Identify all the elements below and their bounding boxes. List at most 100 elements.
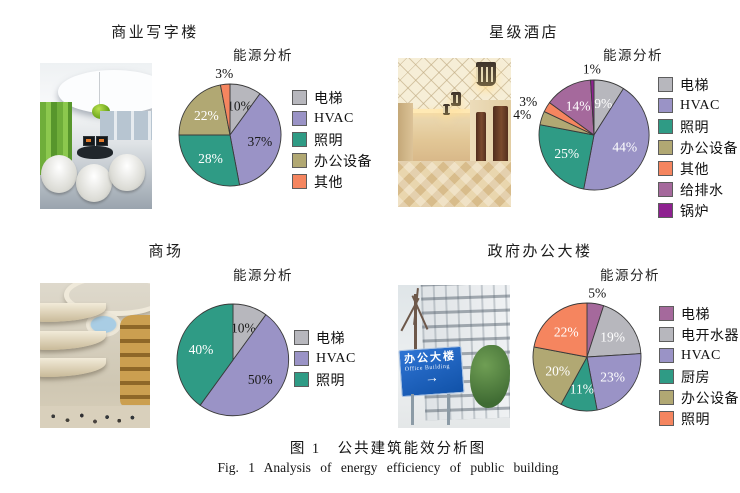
chart-title-mall: 能源分析	[233, 268, 293, 283]
legend-swatch	[292, 153, 307, 168]
white-chair	[75, 163, 112, 202]
pie-slice-value: 19%	[600, 330, 625, 345]
pie-slice-value: 40%	[189, 342, 214, 357]
legend-item: HVAC	[292, 108, 372, 129]
legend-item: 办公设备	[658, 137, 738, 158]
legend-swatch	[659, 348, 674, 363]
balcony-level	[40, 303, 106, 323]
legend-item: HVAC	[659, 345, 739, 366]
legend-label: 电开水器	[681, 328, 739, 344]
legend-item: 办公设备	[659, 387, 739, 408]
pie-slice-value: 25%	[554, 146, 579, 161]
pie-slice-value: 3%	[215, 66, 233, 81]
white-chair	[41, 154, 77, 193]
legend-swatch	[658, 161, 673, 176]
legend-commercial-office: 电梯 HVAC 照明 办公设备 其他	[292, 87, 372, 192]
office-interior-photo	[40, 63, 152, 209]
meeting-table	[76, 146, 113, 160]
legend-item: 其他	[292, 171, 372, 192]
legend-swatch	[658, 140, 673, 155]
pie-slice	[176, 303, 234, 406]
pie-slice	[219, 83, 231, 136]
legend-swatch	[292, 132, 307, 147]
green-tree	[469, 345, 510, 408]
legend-label: 照明	[680, 120, 709, 136]
bare-tree	[413, 293, 417, 357]
legend-item: 电梯	[658, 74, 738, 95]
legend-label: 照明	[681, 412, 710, 428]
figure-caption-zh: 图 1 公共建筑能效分析图	[289, 441, 487, 457]
pie-slice	[586, 305, 642, 358]
white-chair	[109, 153, 146, 192]
monitor	[82, 136, 95, 146]
pie-slice-value: 11%	[570, 382, 594, 397]
pie-slice-value: 44%	[612, 140, 637, 155]
pie-slice-value: 22%	[554, 325, 579, 340]
legend-label: 锅炉	[680, 204, 709, 220]
pendant-lantern	[443, 104, 450, 115]
panel-title-government: 政府办公大楼	[487, 244, 593, 260]
pie-slice	[532, 346, 588, 405]
legend-item: 照明	[658, 116, 738, 137]
pie-slice-value: 3%	[519, 94, 537, 109]
hotel-corridor-photo	[398, 58, 511, 207]
legend-label: HVAC	[316, 350, 356, 366]
legend-item: 照明	[659, 408, 739, 429]
legend-item: 电开水器	[659, 324, 739, 345]
legend-swatch	[294, 330, 309, 345]
legend-label: 办公设备	[314, 154, 372, 170]
legend-item: 电梯	[292, 87, 372, 108]
pie-slice	[178, 134, 241, 187]
marble-floor	[398, 160, 511, 207]
shop-facades	[120, 314, 150, 405]
legend-swatch	[659, 411, 674, 426]
corridor-wall-left	[398, 102, 413, 172]
balcony-level	[40, 330, 106, 350]
legend-label: 照明	[316, 373, 345, 389]
legend-swatch	[658, 182, 673, 197]
cove-lighting	[398, 108, 511, 114]
legend-hotel: 电梯 HVAC 照明 办公设备 其他 给排水 锅炉	[658, 74, 738, 221]
pie-slice-value: 37%	[248, 134, 273, 149]
mall-atrium-photo	[40, 283, 150, 428]
shoppers	[40, 401, 150, 428]
pie-slice-value: 20%	[545, 363, 570, 378]
legend-item: 办公设备	[292, 150, 372, 171]
pie-slice-value: 1%	[583, 62, 601, 77]
panel-title-hotel: 星级酒店	[488, 25, 559, 41]
legend-item: 给排水	[658, 179, 738, 200]
legend-label: 其他	[314, 175, 343, 191]
legend-label: 电梯	[680, 78, 709, 94]
pie-chart-government: 5% 19% 23% 11%20% 22%	[532, 285, 642, 412]
legend-swatch	[658, 98, 673, 113]
pie-slice	[199, 314, 290, 417]
pie-chart-mall: 10% 50% 40%	[176, 303, 290, 417]
pie-slice	[533, 302, 588, 358]
panel-title-commercial-office: 商业写字楼	[111, 25, 199, 41]
pie-slice-value: 14%	[566, 99, 591, 114]
legend-item: 厨房	[659, 366, 739, 387]
legend-label: 电梯	[316, 331, 345, 347]
legend-item: HVAC	[658, 95, 738, 116]
pie-slice	[586, 353, 642, 411]
legend-swatch	[292, 111, 307, 126]
pendant-lantern	[475, 62, 497, 87]
pie-chart-commercial-office: 10% 37% 28% 22% 3%	[178, 66, 282, 187]
pie-slice-value: 4%	[513, 107, 531, 122]
legend-swatch	[658, 77, 673, 92]
legend-swatch	[658, 203, 673, 218]
chart-title-government: 能源分析	[600, 268, 660, 283]
wood-door	[492, 105, 508, 169]
pie-slice	[538, 124, 595, 190]
legend-label: 电梯	[314, 91, 343, 107]
pie-slice-value: 10%	[227, 98, 252, 113]
legend-swatch	[294, 351, 309, 366]
legend-swatch	[294, 372, 309, 387]
monitor	[96, 136, 108, 146]
pie-slice-value: 22%	[194, 108, 219, 123]
legend-label: 办公设备	[681, 391, 739, 407]
legend-label: HVAC	[680, 97, 720, 113]
legend-swatch	[659, 369, 674, 384]
legend-label: 厨房	[681, 370, 710, 386]
